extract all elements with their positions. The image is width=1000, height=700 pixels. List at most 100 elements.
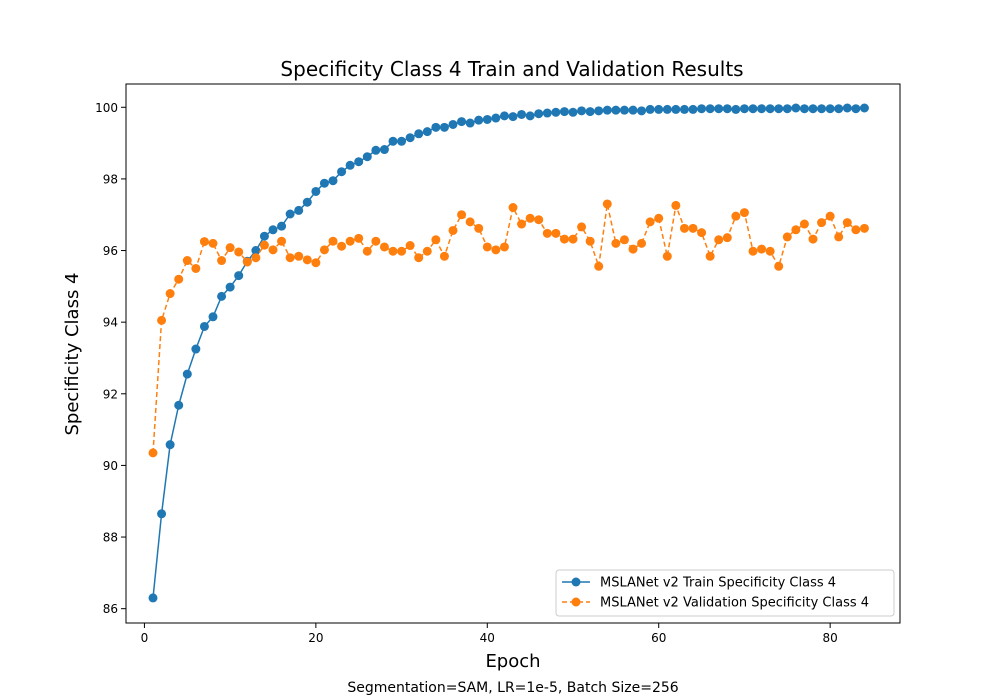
data-point-train [774, 104, 784, 114]
data-point-validation [697, 228, 707, 238]
legend-train-label: MSLANet v2 Train Specificity Class 4 [600, 576, 836, 591]
y-tick-label: 96 [103, 244, 118, 258]
data-point-train [285, 209, 295, 219]
data-point-validation [731, 211, 741, 221]
data-point-validation [242, 257, 252, 267]
data-point-validation [577, 222, 587, 232]
data-point-validation [439, 251, 449, 261]
data-point-train [234, 271, 244, 281]
data-point-train [542, 108, 552, 118]
data-point-train [577, 106, 587, 116]
data-point-validation [448, 225, 458, 235]
data-point-train [739, 104, 749, 114]
y-tick-label: 92 [103, 387, 118, 401]
data-point-train [259, 231, 269, 241]
data-point-validation [285, 253, 295, 263]
data-point-validation [199, 237, 209, 247]
data-point-validation [637, 238, 647, 248]
data-point-validation [739, 208, 749, 218]
data-point-validation [842, 218, 852, 228]
data-point-train [568, 107, 578, 117]
data-point-train [405, 133, 415, 143]
caption: Segmentation=SAM, LR=1e-5, Batch Size=25… [347, 680, 678, 696]
data-point-train [602, 105, 612, 115]
chart-title: Specificity Class 4 Train and Validation… [280, 57, 743, 81]
legend-val-label: MSLANet v2 Validation Specificity Class … [600, 596, 869, 611]
legend-val-marker [571, 597, 581, 607]
data-point-train [217, 291, 227, 301]
data-point-train [199, 321, 209, 331]
data-point-validation [851, 225, 861, 235]
data-point-train [414, 129, 424, 139]
y-axis-ticks: 86 88 90 92 94 96 98 100 [95, 101, 126, 616]
data-point-train [808, 104, 818, 114]
data-point-validation [319, 245, 329, 255]
x-tick-label: 80 [823, 631, 838, 645]
data-point-validation [602, 199, 612, 209]
data-point-train [311, 186, 321, 196]
x-tick-label: 0 [141, 631, 149, 645]
data-point-validation [182, 256, 192, 266]
data-point-train [834, 104, 844, 114]
data-point-train [722, 104, 732, 114]
data-point-validation [259, 240, 269, 250]
data-point-validation [208, 238, 218, 248]
data-point-validation [499, 242, 509, 252]
data-point-train [859, 103, 869, 113]
data-point-validation [594, 261, 604, 271]
data-point-train [551, 107, 561, 117]
data-point-train [379, 145, 389, 155]
data-point-validation [165, 289, 175, 299]
data-point-train [491, 113, 501, 123]
data-point-validation [508, 203, 518, 213]
data-point-train [654, 104, 664, 114]
data-point-validation [379, 242, 389, 252]
data-point-train [397, 136, 407, 146]
data-point-train [439, 122, 449, 132]
data-point-train [474, 115, 484, 125]
data-point-validation [268, 245, 278, 255]
data-point-validation [217, 256, 227, 266]
data-point-train [354, 157, 364, 167]
data-point-validation [371, 236, 381, 246]
series-layer [148, 103, 869, 603]
data-point-train [679, 104, 689, 114]
data-point-train [765, 104, 775, 114]
data-point-train [825, 104, 835, 114]
data-point-train [791, 103, 801, 113]
y-tick-label: 94 [103, 316, 118, 330]
data-point-train [148, 593, 158, 603]
data-point-validation [517, 219, 527, 229]
data-point-validation [157, 315, 167, 325]
data-point-validation [234, 247, 244, 257]
data-point-train [714, 104, 724, 114]
data-point-validation [757, 244, 767, 254]
data-point-validation [859, 223, 869, 233]
data-point-train [705, 104, 715, 114]
y-tick-label: 88 [103, 531, 118, 545]
data-point-validation [748, 246, 758, 256]
legend: MSLANet v2 Train Specificity Class 4 MSL… [555, 569, 895, 617]
data-point-train [448, 119, 458, 129]
data-point-validation [679, 223, 689, 233]
data-point-train [585, 107, 595, 117]
data-point-train [319, 178, 329, 188]
y-axis-label: Specificity Class 4 [62, 272, 83, 435]
data-point-validation [568, 234, 578, 244]
data-point-train [782, 104, 792, 114]
legend-train-marker [571, 577, 581, 587]
data-point-validation [808, 234, 818, 244]
data-point-validation [397, 246, 407, 256]
data-point-validation [834, 232, 844, 242]
data-point-train [191, 344, 201, 354]
data-point-validation [825, 211, 835, 221]
data-point-validation [431, 235, 441, 245]
data-point-validation [465, 217, 475, 227]
data-point-validation [294, 251, 304, 261]
data-point-train [645, 104, 655, 114]
data-point-validation [662, 251, 672, 261]
data-point-train [559, 107, 569, 117]
data-point-train [611, 105, 621, 115]
data-point-train [225, 282, 235, 292]
data-point-train [457, 117, 467, 127]
